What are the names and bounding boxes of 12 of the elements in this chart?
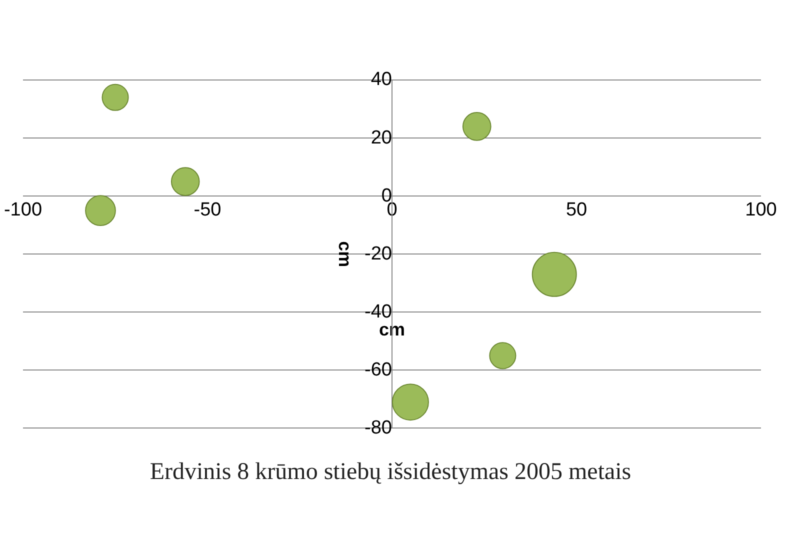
y-tick-label: -60	[364, 359, 392, 380]
y-tick-label: -80	[364, 417, 392, 438]
y-axis-title: cm	[334, 241, 355, 268]
y-tick-label: 40	[370, 69, 392, 90]
y-tick-label: 20	[370, 127, 392, 148]
y-tick-label: -40	[364, 301, 392, 322]
x-tick-label: -100	[4, 200, 42, 221]
x-tick-label: 100	[745, 200, 777, 221]
text: Erdvinis 8 krūmo stiebų išsidėstymas 2005 metais	[150, 458, 632, 485]
x-tick-label: -50	[194, 200, 222, 221]
y-tick-label: -20	[364, 243, 392, 264]
x-tick-label: 50	[566, 200, 588, 221]
